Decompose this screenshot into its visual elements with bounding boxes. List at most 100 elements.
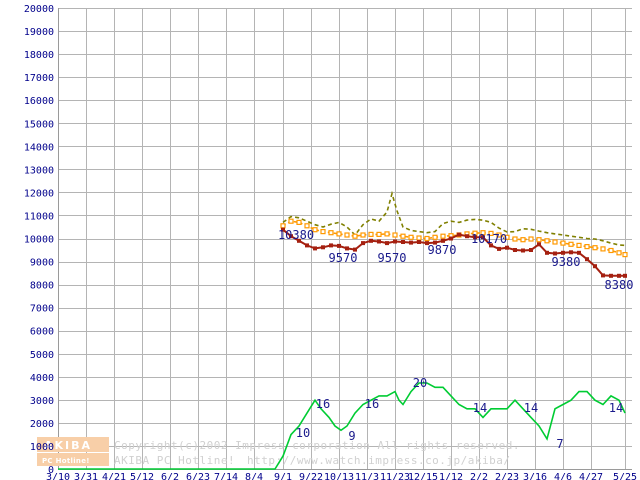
watermark-logo-bg-bottom: [37, 453, 109, 466]
series-marker: [544, 238, 550, 244]
series-marker: [352, 233, 358, 239]
series-marker: [608, 247, 614, 254]
y-axis-tick-label: 11000: [24, 211, 54, 222]
x-axis-tick-label: 2/2: [470, 472, 488, 480]
y-axis-tick-label: 2000: [30, 419, 54, 430]
series-marker: [312, 227, 318, 233]
series-marker: [360, 232, 366, 238]
x-axis-tick-label: 4/27: [579, 472, 603, 480]
series-marker: [337, 243, 341, 248]
data-label-min-price: 9870: [428, 243, 457, 257]
x-axis-tick-label: 3/16: [523, 472, 547, 480]
data-label-shop-count: 20: [413, 376, 427, 390]
series-marker: [489, 243, 493, 248]
y-axis-tick-label: 7000: [30, 304, 54, 315]
x-axis-tick-label: 3/10: [46, 472, 70, 480]
series-marker: [320, 229, 326, 235]
data-label-shop-count: 14: [609, 401, 623, 415]
series-marker: [288, 218, 294, 224]
x-axis-tick-label: 4/21: [102, 472, 126, 480]
series-marker: [529, 248, 533, 252]
series-marker: [344, 232, 350, 238]
data-label-min-price: 9570: [329, 251, 358, 265]
series-marker: [409, 240, 413, 245]
y-axis-tick-label: 16000: [24, 96, 54, 107]
series-marker: [345, 246, 349, 251]
x-axis-tick-label: 9/1: [274, 472, 292, 480]
series-marker: [392, 232, 398, 238]
y-axis-tick-label: 17000: [24, 73, 54, 84]
series-marker: [401, 240, 405, 244]
x-axis-tick-label: 10/13: [324, 472, 354, 480]
x-axis-tick-label: 5/25: [613, 472, 637, 480]
series-marker: [424, 235, 430, 242]
data-label-shop-count: 9: [348, 429, 355, 443]
series-marker: [512, 236, 518, 242]
series-marker: [577, 250, 581, 255]
data-label-min-price: 9380: [552, 255, 581, 269]
series-marker: [553, 251, 557, 256]
x-axis-tick-label: 6/2: [161, 472, 179, 480]
y-axis-tick-label: 15000: [24, 119, 54, 130]
series-marker: [617, 273, 621, 278]
x-axis-tick-label: 8/4: [245, 472, 263, 480]
series-marker: [361, 241, 365, 246]
series-marker: [329, 243, 333, 248]
series-marker: [622, 252, 628, 258]
y-axis-tick-label: 14000: [24, 142, 54, 153]
series-marker: [497, 246, 501, 251]
y-axis-tick-label: 5000: [30, 350, 54, 361]
watermark-url: http://www.watch.impress.co.jp/akiba/: [247, 454, 511, 467]
x-axis-tick-label: 11/23: [380, 472, 410, 480]
series-marker: [353, 247, 357, 252]
series-marker: [465, 234, 469, 239]
x-axis-tick-label: 3/31: [74, 472, 98, 480]
series-marker: [281, 227, 285, 232]
data-label-shop-count: 14: [524, 401, 538, 415]
series-marker: [296, 219, 302, 225]
series-marker: [385, 241, 389, 246]
series-marker: [313, 246, 317, 251]
y-axis-tick-label: 6000: [30, 327, 54, 338]
series-marker: [623, 273, 627, 278]
series-marker: [576, 242, 582, 248]
series-marker: [561, 250, 565, 255]
series-marker: [297, 238, 301, 243]
series-marker: [552, 239, 558, 245]
watermark-copyright: Copyright(c)2002 Impress corporation All…: [114, 439, 520, 452]
series-marker: [513, 248, 517, 252]
y-axis-tick-label: 13000: [24, 165, 54, 176]
data-label-min-price: 8380: [605, 278, 634, 292]
x-axis-tick-label: 6/23: [186, 472, 210, 480]
x-axis-tick-label: 9/22: [299, 472, 323, 480]
series-marker: [289, 234, 293, 239]
data-label-shop-count: 16: [365, 397, 379, 411]
watermark-logo-bg-top: [37, 437, 109, 452]
y-axis-tick-label: 20000: [24, 4, 54, 15]
series-marker: [457, 232, 461, 237]
series-marker: [593, 264, 597, 269]
series-marker: [481, 235, 485, 240]
y-axis-tick-label: 1000: [30, 442, 54, 453]
data-point-labels: 10380 9570 9570 9870 10170 9380 8380 10 16 9 16 20 1…: [278, 228, 634, 451]
x-axis-tick-label: 5/12: [130, 472, 154, 480]
data-label-min-price: 10170: [471, 232, 507, 246]
y-axis-labels: 0 1000 2000 3000 4000 5000 6000 7000 8000 9000 100…: [24, 4, 54, 476]
series-marker: [521, 248, 525, 253]
series-marker: [416, 235, 422, 241]
y-axis-tick-label: 3000: [30, 396, 54, 407]
series-marker: [417, 240, 421, 244]
data-label-shop-count: 14: [473, 401, 487, 415]
watermark: AKIBA PC Hotline! Copyright(c)2002 Impress…: [37, 437, 520, 467]
x-axis-tick-label: 4/6: [554, 472, 572, 480]
watermark-logo-top: AKIBA: [44, 439, 92, 452]
data-label-shop-count: 16: [316, 397, 330, 411]
series-marker: [569, 250, 573, 255]
series-marker: [368, 231, 374, 237]
series-marker: [536, 237, 542, 243]
series-marker: [305, 243, 309, 248]
series-marker: [304, 223, 310, 229]
x-axis-tick-label: 7/14: [214, 472, 238, 480]
y-axis-tick-label: 8000: [30, 281, 54, 292]
series-marker: [369, 238, 373, 243]
